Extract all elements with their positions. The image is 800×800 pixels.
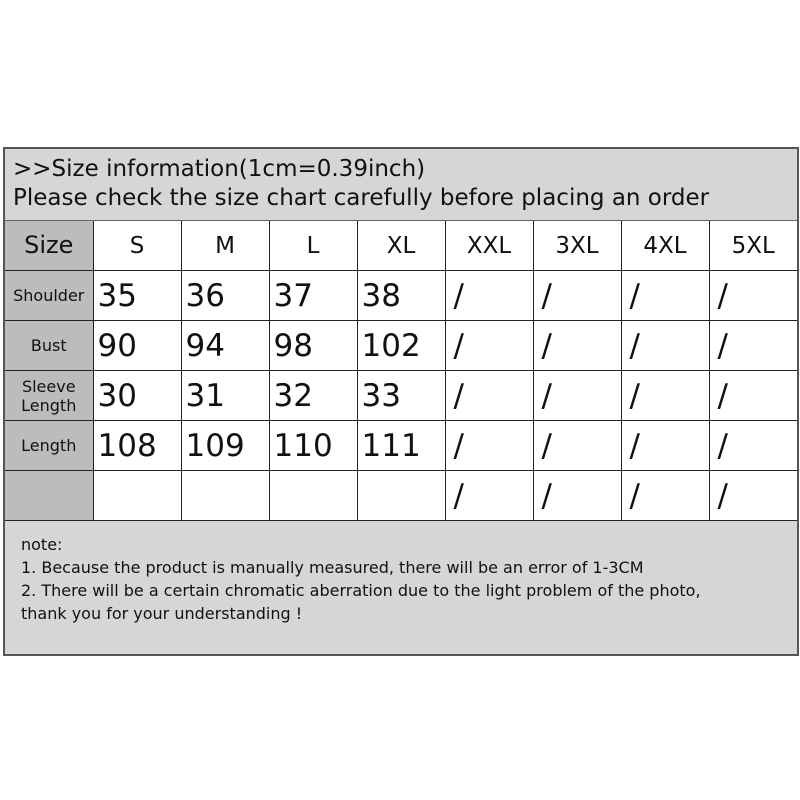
table-cell: /	[708, 470, 797, 521]
size-column-header: 4XL	[620, 221, 710, 271]
size-info-header: >>Size information(1cm=0.39inch) Please …	[5, 149, 797, 221]
size-column-header: S	[92, 221, 182, 271]
table-cell: 110	[268, 420, 358, 471]
size-column-header: XXL	[444, 221, 534, 271]
note-line: 1. Because the product is manually measu…	[21, 558, 644, 577]
size-column-header: M	[180, 221, 270, 271]
row-label: Length	[5, 420, 94, 471]
table-cell: /	[444, 370, 534, 421]
table-cell: /	[620, 470, 710, 521]
table-cell: 36	[180, 270, 270, 321]
table-cell: /	[444, 420, 534, 471]
size-header-row: Size S M L XL XXL 3XL 4XL 5XL	[5, 221, 797, 271]
table-cell: /	[532, 270, 622, 321]
table-cell: 32	[268, 370, 358, 421]
row-label: Bust	[5, 320, 94, 371]
table-cell: /	[708, 270, 797, 321]
note-line: 2. There will be a certain chromatic abe…	[21, 581, 701, 600]
table-cell: 33	[356, 370, 446, 421]
table-cell: 102	[356, 320, 446, 371]
table-row: Shoulder 35 36 37 38// / /	[5, 270, 797, 321]
note-line: thank you for your understanding !	[21, 604, 303, 623]
size-column-header: 5XL	[708, 221, 797, 271]
size-chart: >>Size information(1cm=0.39inch) Please …	[3, 147, 799, 656]
table-cell: /	[532, 470, 622, 521]
row-label	[5, 470, 94, 521]
table-row: Sleeve Length 30 31 32 33// / /	[5, 370, 797, 421]
table-cell: 98	[268, 320, 358, 371]
table-cell: /	[444, 470, 534, 521]
table-cell: /	[620, 320, 710, 371]
table-cell: 111	[356, 420, 446, 471]
table-cell: /	[620, 370, 710, 421]
table-cell: /	[532, 320, 622, 371]
table-cell: /	[708, 420, 797, 471]
table-cell: 31	[180, 370, 270, 421]
table-cell	[92, 470, 182, 521]
table-cell	[180, 470, 270, 521]
table-cell: /	[620, 420, 710, 471]
size-table: Size S M L XL XXL 3XL 4XL 5XL Shoulder 35 36 37 38// /…	[5, 221, 797, 521]
table-cell: /	[444, 270, 534, 321]
table-cell: 109	[180, 420, 270, 471]
size-info-subtitle: Please check the size chart carefully be…	[13, 185, 710, 211]
note-section: note: 1. Because the product is manually…	[5, 521, 797, 625]
table-cell: /	[532, 370, 622, 421]
table-cell: 94	[180, 320, 270, 371]
table-cell: /	[708, 320, 797, 371]
table-cell: 108	[92, 420, 182, 471]
row-label: Shoulder	[5, 270, 94, 321]
table-row: Length 108 109 110 111// / /	[5, 420, 797, 471]
table-row: Bust 90 94 98 102// / /	[5, 320, 797, 371]
table-cell: 90	[92, 320, 182, 371]
table-cell: 35	[92, 270, 182, 321]
table-cell: 30	[92, 370, 182, 421]
table-cell: /	[532, 420, 622, 471]
table-cell: /	[444, 320, 534, 371]
size-info-title: >>Size information(1cm=0.39inch)	[13, 156, 426, 182]
row-label: Sleeve Length	[5, 370, 94, 421]
size-label-cell: Size	[5, 221, 94, 271]
table-cell: /	[620, 270, 710, 321]
size-column-header: 3XL	[532, 221, 622, 271]
table-row: / / / /	[5, 470, 797, 521]
note-title: note:	[21, 535, 63, 554]
table-cell	[268, 470, 358, 521]
table-cell: 38	[356, 270, 446, 321]
size-column-header: L	[268, 221, 358, 271]
size-column-header: XL	[356, 221, 446, 271]
table-cell: /	[708, 370, 797, 421]
table-cell	[356, 470, 446, 521]
table-cell: 37	[268, 270, 358, 321]
